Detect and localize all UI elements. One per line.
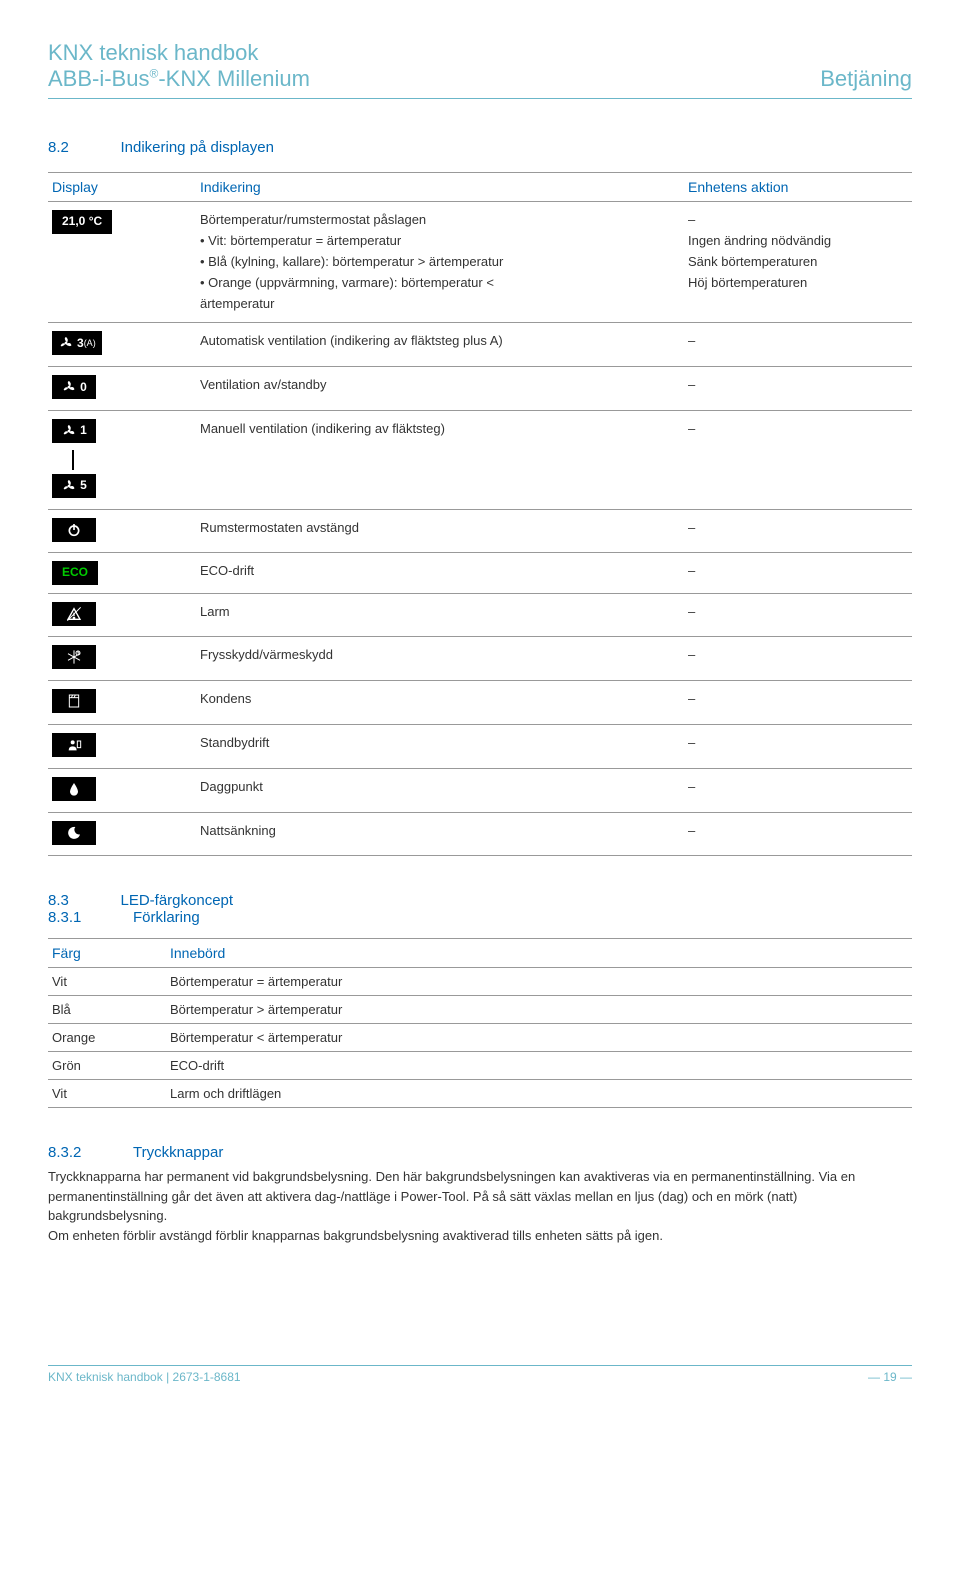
fan-icon: 5 <box>52 474 96 498</box>
fan-icon: 0 <box>52 375 96 399</box>
farg-cell: Vit <box>48 968 166 996</box>
farg-cell: Grön <box>48 1052 166 1080</box>
aktion-cell: – <box>684 553 912 593</box>
aktion-cell: – <box>684 410 912 509</box>
table-row: Kondens– <box>48 681 912 725</box>
table-row: 0 Ventilation av/standby– <box>48 367 912 411</box>
section-title: Förklaring <box>133 909 200 926</box>
innebord-cell: Börtemperatur = ärtemperatur <box>166 968 912 996</box>
header-divider <box>48 98 912 99</box>
table-row: OrangeBörtemperatur < ärtemperatur <box>48 1024 912 1052</box>
table-row: Daggpunkt– <box>48 768 912 812</box>
section-8-3-2: 8.3.2 Tryckknappar <box>48 1144 912 1161</box>
table-row: 21,0 °C Börtemperatur/rumstermostat påsla… <box>48 202 912 323</box>
body-text: Tryckknapparna har permanent vid bakgrun… <box>48 1167 912 1245</box>
section-number: 8.3 <box>48 892 69 909</box>
indikering-cell: Rumstermostaten avstängd <box>196 509 684 553</box>
indikering-cell: Manuell ventilation (indikering av fläkt… <box>196 410 684 509</box>
indikering-cell: ECO-drift <box>196 553 684 593</box>
table-row: Nattsänkning– <box>48 812 912 856</box>
section-number: 8.2 <box>48 139 69 156</box>
standby-icon <box>52 733 96 757</box>
display-badge: 21,0 °C <box>52 210 112 233</box>
farg-cell: Orange <box>48 1024 166 1052</box>
footer: KNX teknisk handbok | 2673-1-8681 — 19 — <box>48 1365 912 1384</box>
table-row: BlåBörtemperatur > ärtemperatur <box>48 996 912 1024</box>
indikering-cell: Nattsänkning <box>196 812 684 856</box>
section-8-3: 8.3 LED-färgkoncept 8.3.1 Förklaring <box>48 892 912 926</box>
indikering-cell: Frysskydd/värmeskydd <box>196 637 684 681</box>
frost-icon <box>52 645 96 669</box>
header-right: Betjäning <box>820 66 912 92</box>
aktion-cell: – <box>684 509 912 553</box>
moon-icon <box>52 821 96 845</box>
table-row: Frysskydd/värmeskydd– <box>48 637 912 681</box>
table-row: VitLarm och driftlägen <box>48 1080 912 1108</box>
window-icon <box>52 689 96 713</box>
header-title-line1: KNX teknisk handbok <box>48 40 912 66</box>
section-number: 8.3.2 <box>48 1144 81 1161</box>
footer-right: — 19 — <box>868 1370 912 1384</box>
col-indikering: Indikering <box>196 173 684 202</box>
aktion-cell: – <box>684 323 912 367</box>
indikering-cell: Daggpunkt <box>196 768 684 812</box>
table-row: VitBörtemperatur = ärtemperatur <box>48 968 912 996</box>
aktion-cell: – <box>684 812 912 856</box>
col-farg: Färg <box>48 939 166 968</box>
indikering-cell: Standbydrift <box>196 724 684 768</box>
table-row: ECO ECO-drift– <box>48 553 912 593</box>
col-innebord: Innebörd <box>166 939 912 968</box>
fan-icon: 1 <box>52 419 96 443</box>
table-row: Rumstermostaten avstängd– <box>48 509 912 553</box>
indikering-cell: Ventilation av/standby <box>196 367 684 411</box>
aktion-cell: – <box>684 593 912 637</box>
aktion-cell: – <box>684 724 912 768</box>
section-title: Indikering på displayen <box>120 139 273 156</box>
farg-cell: Vit <box>48 1080 166 1108</box>
indikering-cell: Börtemperatur/rumstermostat påslagen• Vi… <box>196 202 684 323</box>
header: KNX teknisk handbok ABB-i-Bus®-KNX Mille… <box>48 40 912 99</box>
innebord-cell: Larm och driftlägen <box>166 1080 912 1108</box>
aktion-cell: –Ingen ändring nödvändigSänk börtemperat… <box>684 202 912 323</box>
table-row: Standbydrift– <box>48 724 912 768</box>
farg-cell: Blå <box>48 996 166 1024</box>
aktion-cell: – <box>684 637 912 681</box>
indikering-cell: Automatisk ventilation (indikering av fl… <box>196 323 684 367</box>
section-title: LED-färgkoncept <box>120 892 233 909</box>
col-aktion: Enhetens aktion <box>684 173 912 202</box>
aktion-cell: – <box>684 768 912 812</box>
aktion-cell: – <box>684 681 912 725</box>
table-row: 3(A) Automatisk ventilation (indikering a… <box>48 323 912 367</box>
col-display: Display <box>48 173 196 202</box>
indikering-cell: Larm <box>196 593 684 637</box>
section-number: 8.3.1 <box>48 909 81 926</box>
indikering-cell: Kondens <box>196 681 684 725</box>
section-8-2: 8.2 Indikering på displayen <box>48 139 912 156</box>
section-title: Tryckknappar <box>133 1144 223 1161</box>
fan-range: 15 <box>52 419 192 501</box>
header-title-line2: ABB-i-Bus®-KNX Millenium <box>48 66 310 92</box>
table-row: GrönECO-drift <box>48 1052 912 1080</box>
innebord-cell: Börtemperatur > ärtemperatur <box>166 996 912 1024</box>
aktion-cell: – <box>684 367 912 411</box>
color-table: Färg Innebörd VitBörtemperatur = ärtempe… <box>48 938 912 1108</box>
eco-badge: ECO <box>52 561 98 584</box>
table-row: Larm– <box>48 593 912 637</box>
power-icon <box>52 518 96 542</box>
display-table: Display Indikering Enhetens aktion 21,0 … <box>48 172 912 856</box>
innebord-cell: Börtemperatur < ärtemperatur <box>166 1024 912 1052</box>
alarm-icon <box>52 602 96 626</box>
fan-icon: 3(A) <box>52 331 102 355</box>
innebord-cell: ECO-drift <box>166 1052 912 1080</box>
drop-icon <box>52 777 96 801</box>
table-row: 15Manuell ventilation (indikering av flä… <box>48 410 912 509</box>
footer-left: KNX teknisk handbok | 2673-1-8681 <box>48 1370 241 1384</box>
